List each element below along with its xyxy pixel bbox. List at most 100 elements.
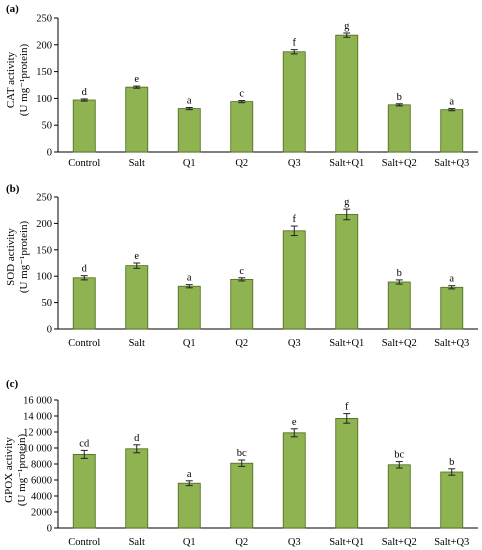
x-tick-label-c: Q1 [183, 537, 196, 548]
significance-letter-b: c [239, 266, 244, 277]
significance-letter-a: g [344, 21, 350, 32]
significance-letter-a: a [187, 96, 192, 107]
significance-letter-a: f [293, 38, 297, 49]
x-tick-label-a: Q2 [235, 158, 248, 169]
significance-letter-c: a [187, 469, 192, 480]
significance-letter-b: a [449, 274, 454, 285]
y-tick-label-a: 50 [42, 121, 53, 132]
y-tick-label-c: 2000 [31, 508, 52, 519]
y-tick-label-c: 12 000 [23, 428, 52, 439]
x-tick-label-a: Q3 [288, 158, 301, 169]
bar-c [440, 471, 464, 529]
x-tick-label-b: Q3 [288, 338, 301, 349]
significance-letter-a: b [397, 92, 402, 103]
y-axis-title-c-line1: GPOX activity [3, 437, 15, 503]
y-tick-label-a: 150 [36, 67, 52, 78]
y-tick-label-c: 14 000 [23, 412, 52, 423]
bar-b [177, 285, 201, 330]
sod-activity-chart: (b) SOD activity (U mg⁻¹protein) 0 50 100 1… [5, 183, 478, 349]
y-tick-label-b: 100 [36, 272, 52, 283]
bar-c [177, 482, 201, 529]
x-tick-label-a: Salt+Q3 [434, 158, 469, 169]
bar-a [282, 51, 306, 153]
y-tick-label-c: 8000 [31, 460, 52, 471]
y-tick-label-a: 0 [47, 148, 52, 159]
y-tick-label-c: 6000 [31, 476, 52, 487]
bar-a [230, 101, 254, 153]
significance-letter-b: f [293, 214, 297, 225]
x-tick-label-b: Salt+Q1 [329, 338, 364, 349]
significance-letter-c: bc [237, 448, 247, 459]
bar-b [282, 230, 306, 330]
y-tick-label-b: 150 [36, 245, 52, 256]
bar-c [282, 432, 306, 529]
significance-letter-a: c [239, 89, 244, 100]
y-tick-label-c: 0 [47, 524, 52, 535]
x-tick-label-c: Q3 [288, 537, 301, 548]
x-tick-label-c: Salt+Q2 [382, 537, 417, 548]
x-tick-label-b: Salt+Q2 [382, 338, 417, 349]
bar-a [440, 109, 464, 153]
bar-b [72, 277, 96, 330]
y-tick-label-b: 200 [36, 219, 52, 230]
y-axis-title-c-line2: (U mg⁻¹protein) [16, 433, 28, 506]
bar-c [125, 448, 149, 529]
bar-a [335, 34, 359, 153]
bar-b [125, 265, 149, 330]
y-tick-label-b: 50 [42, 298, 53, 309]
significance-letter-c: b [449, 457, 454, 468]
x-tick-label-a: Q1 [183, 158, 196, 169]
significance-letter-b: e [134, 251, 139, 262]
x-tick-label-b: Salt+Q3 [434, 338, 469, 349]
significance-letter-b: a [187, 273, 192, 284]
significance-letter-a: d [82, 87, 88, 98]
bar-b [440, 286, 464, 330]
bar-c [387, 464, 411, 529]
bar-c [72, 453, 96, 529]
bar-a [72, 99, 96, 153]
x-tick-label-a: Control [68, 158, 100, 169]
significance-letter-b: d [82, 264, 88, 275]
y-tick-label-a: 100 [36, 94, 52, 105]
y-tick-label-c: 10 000 [23, 444, 52, 455]
y-tick-label-a: 250 [36, 14, 52, 25]
x-tick-label-b: Salt [129, 338, 145, 349]
significance-letter-b: b [397, 268, 402, 279]
significance-letter-a: e [134, 74, 139, 85]
y-tick-label-b: 250 [36, 193, 52, 204]
x-tick-label-b: Q1 [183, 338, 196, 349]
x-tick-label-c: Control [68, 537, 100, 548]
bar-c [230, 462, 254, 529]
y-axis-title-b-line1: SOD activity [5, 228, 17, 286]
y-tick-label-a: 200 [36, 40, 52, 51]
x-tick-label-c: Q2 [235, 537, 248, 548]
x-tick-label-b: Control [68, 338, 100, 349]
x-tick-label-a: Salt+Q2 [382, 158, 417, 169]
panel-label-b: (b) [6, 183, 20, 195]
bar-c [335, 417, 359, 529]
significance-letter-a: a [449, 97, 454, 108]
x-tick-label-c: Salt [129, 537, 145, 548]
x-tick-label-a: Salt [129, 158, 145, 169]
significance-letter-c: f [345, 402, 349, 413]
panel-label-a: (a) [6, 3, 19, 15]
x-tick-label-c: Salt+Q3 [434, 537, 469, 548]
gpox-activity-chart: (c) GPOX activity (U mg⁻¹protein) 0 2000 4… [3, 378, 478, 548]
bar-a [387, 104, 411, 153]
x-tick-label-a: Salt+Q1 [329, 158, 364, 169]
y-tick-label-c: 16 000 [23, 396, 52, 407]
bar-b [230, 278, 254, 330]
panel-label-c: (c) [6, 378, 19, 390]
x-tick-label-c: Salt+Q1 [329, 537, 364, 548]
bar-a [177, 108, 201, 153]
x-tick-label-b: Q2 [235, 338, 248, 349]
significance-letter-c: bc [394, 450, 404, 461]
cat-activity-chart: (a) CAT activity (U mg⁻¹protein) 0 50 100 1… [5, 3, 478, 169]
y-tick-label-b: 0 [47, 325, 52, 336]
y-tick-label-c: 4000 [31, 492, 52, 503]
y-axis-title-a-line1: CAT activity [5, 51, 17, 108]
bar-b [335, 214, 359, 330]
y-axis-title-a-line2: (U mg⁻¹protein) [18, 43, 30, 116]
bar-a [125, 86, 149, 153]
significance-letter-b: g [344, 197, 350, 208]
